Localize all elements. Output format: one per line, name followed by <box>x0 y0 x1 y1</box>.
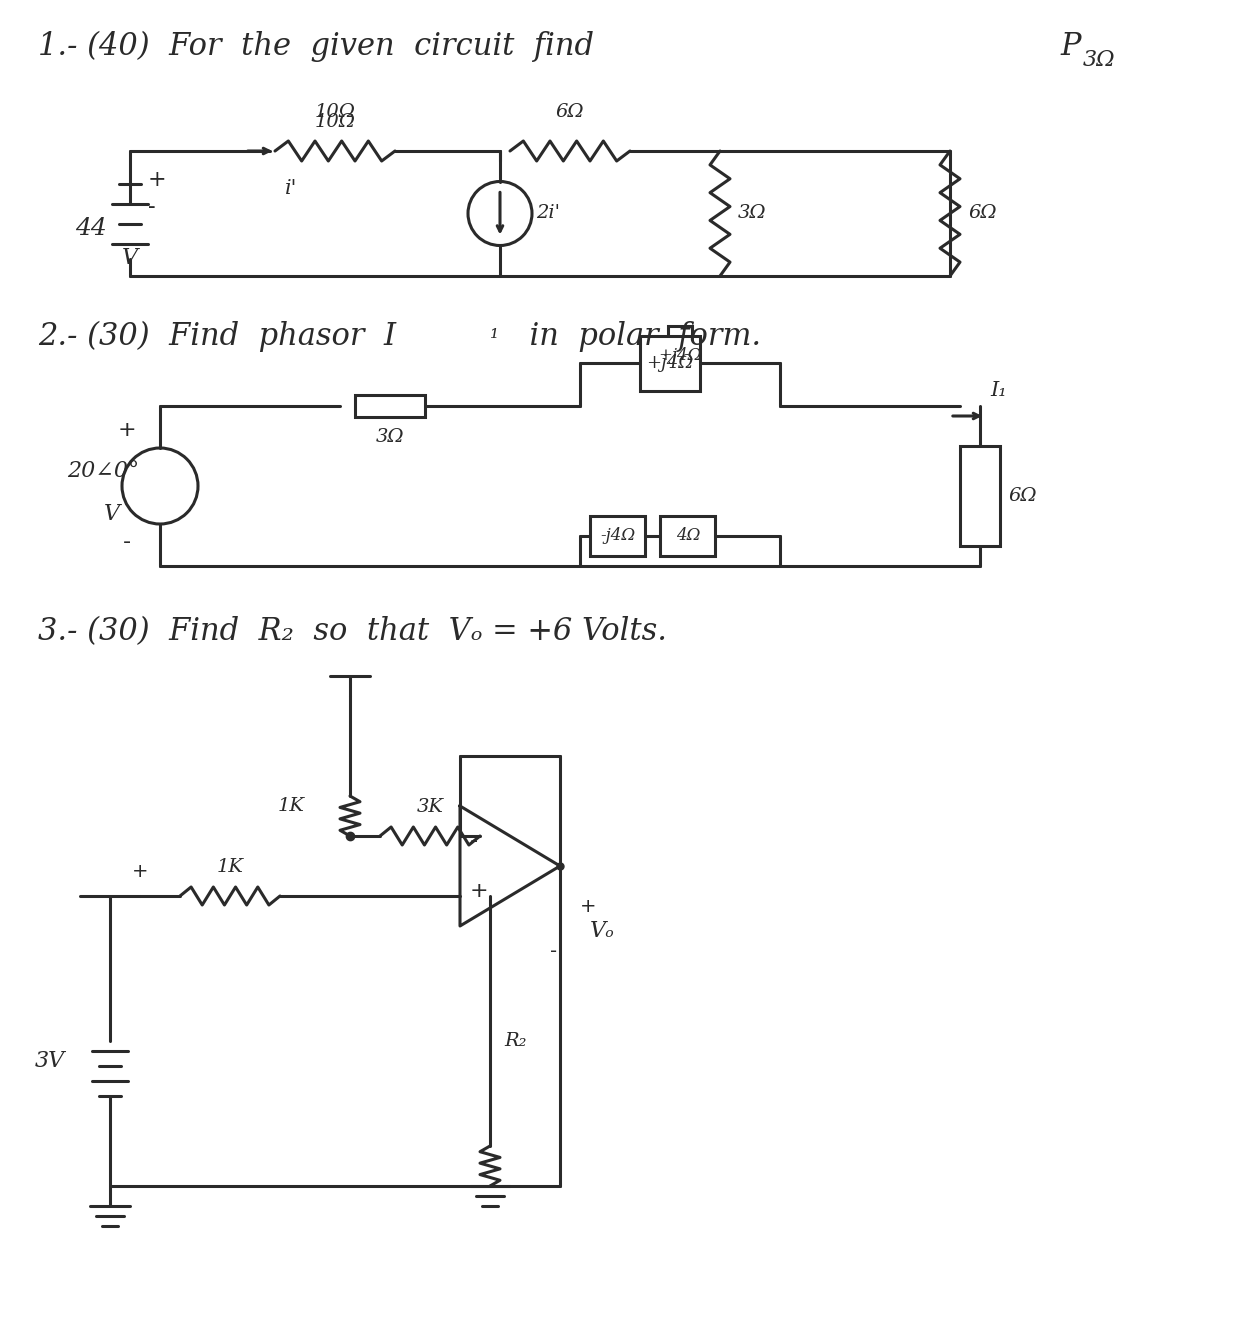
Text: -j4Ω: -j4Ω <box>600 528 636 545</box>
Bar <box>668 326 692 386</box>
Text: 10Ω: 10Ω <box>314 103 355 121</box>
Text: 3.- (30)  Find  R₂  so  that  Vₒ = +6 Volts.: 3.- (30) Find R₂ so that Vₒ = +6 Volts. <box>39 617 667 647</box>
Text: 6Ω: 6Ω <box>968 204 996 223</box>
Text: 1K: 1K <box>278 797 306 815</box>
Text: V: V <box>122 248 138 269</box>
Text: 4Ω: 4Ω <box>676 528 700 545</box>
Text: V: V <box>104 503 120 525</box>
Text: I₁: I₁ <box>990 382 1006 400</box>
Circle shape <box>468 182 532 245</box>
Text: 3Ω: 3Ω <box>376 428 404 446</box>
Text: +j4Ω: +j4Ω <box>646 354 693 373</box>
Text: 3Ω: 3Ω <box>1083 49 1115 72</box>
Text: in  polar  form.: in polar form. <box>510 321 761 351</box>
Bar <box>590 516 645 556</box>
Text: 1.- (40)  For  the  given  circuit  find: 1.- (40) For the given circuit find <box>39 30 594 62</box>
Text: -: - <box>148 196 155 217</box>
Text: 1K: 1K <box>216 858 243 876</box>
Text: 3K: 3K <box>416 798 443 815</box>
Text: -: - <box>132 1177 139 1197</box>
Text: -: - <box>550 941 558 960</box>
Text: 3V: 3V <box>35 1050 65 1071</box>
Text: Vₒ: Vₒ <box>590 920 615 941</box>
Text: +: + <box>132 862 149 880</box>
Text: -: - <box>469 831 478 851</box>
Text: +j4Ω: +j4Ω <box>658 347 702 365</box>
Text: +: + <box>580 896 596 915</box>
Text: 2i': 2i' <box>537 204 560 223</box>
Circle shape <box>122 448 197 524</box>
Text: P: P <box>1059 30 1081 62</box>
Bar <box>960 446 1000 546</box>
Bar <box>355 395 425 416</box>
Text: R₂: R₂ <box>504 1032 527 1050</box>
Text: 6Ω: 6Ω <box>555 103 584 121</box>
Text: 10Ω: 10Ω <box>314 113 355 131</box>
Text: +: + <box>148 168 166 191</box>
Text: 6Ω: 6Ω <box>1009 487 1037 505</box>
Text: 3Ω: 3Ω <box>738 204 766 223</box>
Text: i': i' <box>284 179 297 198</box>
Text: -: - <box>123 532 132 552</box>
Text: +: + <box>118 420 137 440</box>
Text: 20∠0°: 20∠0° <box>67 460 139 481</box>
Bar <box>660 516 715 556</box>
Text: ₁: ₁ <box>491 321 499 343</box>
Text: 2.- (30)  Find  phasor  I: 2.- (30) Find phasor I <box>39 321 396 353</box>
Bar <box>640 335 700 391</box>
Text: +: + <box>469 880 488 900</box>
Text: 44: 44 <box>75 217 107 240</box>
